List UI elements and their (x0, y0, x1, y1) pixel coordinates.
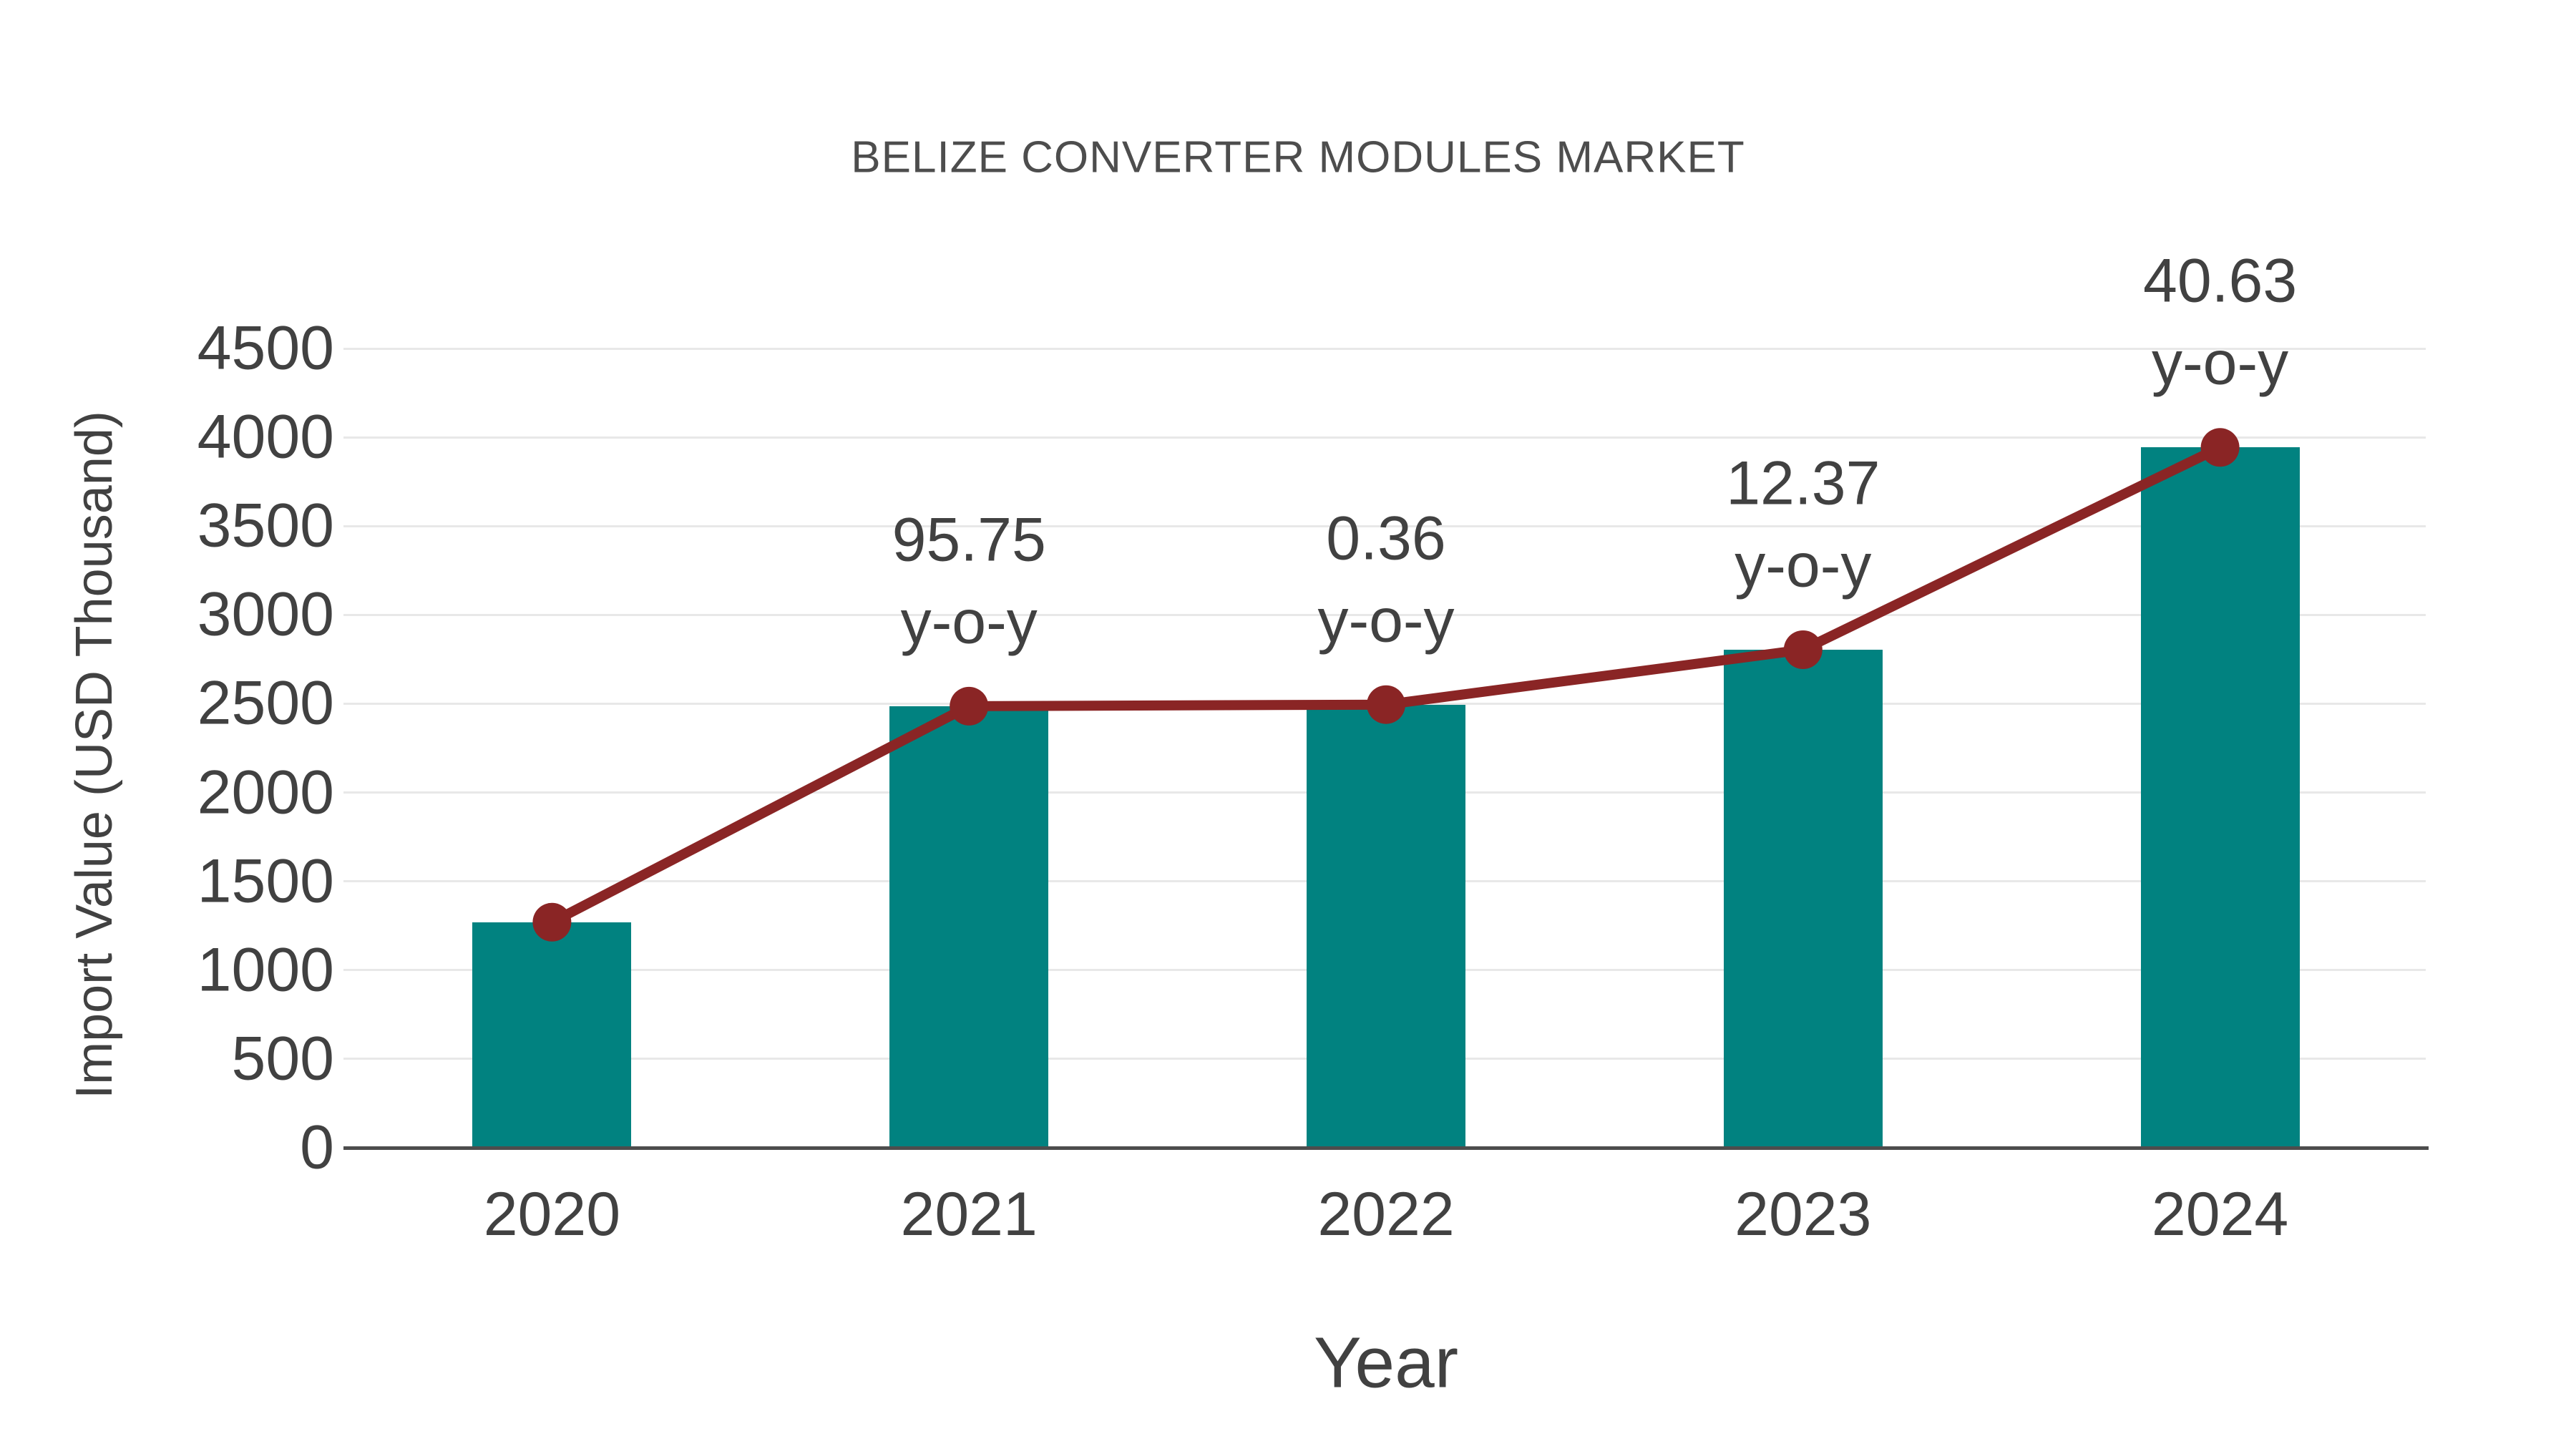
bar-2021 (889, 706, 1049, 1148)
chart-title: BELIZE CONVERTER MODULES MARKET (851, 132, 1745, 182)
yoy-value-2021: 95.75 (892, 505, 1046, 575)
y-tick-label-1000: 1000 (197, 935, 334, 1005)
y-tick-label-1500: 1500 (197, 847, 334, 916)
gridline-4500 (343, 347, 2426, 350)
yoy-label-2021: y-o-y (900, 587, 1038, 657)
yoy-value-2024: 40.63 (2142, 246, 2298, 316)
y-tick-label-4000: 4000 (197, 402, 334, 472)
y-tick-label-2500: 2500 (197, 668, 334, 738)
gridline-3000 (343, 613, 2426, 616)
x-tick-label-2022: 2022 (1317, 1180, 1455, 1249)
trend-point-2021 (950, 686, 989, 726)
yoy-value-2023: 12.37 (1726, 449, 1880, 518)
trend-point-2022 (1367, 685, 1405, 724)
y-tick-label-4500: 4500 (197, 313, 334, 383)
y-tick-label-0: 0 (300, 1113, 334, 1182)
bar-2022 (1307, 704, 1465, 1148)
bar-2024 (2140, 447, 2300, 1148)
x-axis-line (343, 1146, 2429, 1150)
yoy-value-2022: 0.36 (1326, 504, 1446, 573)
y-tick-label-3000: 3000 (197, 580, 334, 649)
x-tick-label-2020: 2020 (483, 1180, 621, 1249)
trend-point-2023 (1783, 630, 1823, 669)
x-tick-label-2021: 2021 (900, 1180, 1038, 1249)
yoy-label-2024: y-o-y (2152, 328, 2289, 398)
bar-2023 (1723, 650, 1883, 1148)
gridline-4000 (343, 436, 2426, 439)
gridline-3500 (343, 525, 2426, 527)
y-tick-label-2000: 2000 (197, 758, 334, 827)
trend-point-2020 (532, 902, 572, 942)
yoy-label-2023: y-o-y (1735, 531, 1872, 600)
x-tick-label-2024: 2024 (2151, 1180, 2289, 1249)
bar-2020 (472, 922, 632, 1148)
x-tick-label-2023: 2023 (1735, 1180, 1872, 1249)
y-tick-label-500: 500 (231, 1024, 335, 1093)
y-tick-label-3500: 3500 (197, 491, 334, 560)
trend-point-2024 (2200, 428, 2240, 467)
yoy-label-2022: y-o-y (1317, 586, 1455, 655)
x-axis-title: Year (1313, 1322, 1459, 1403)
